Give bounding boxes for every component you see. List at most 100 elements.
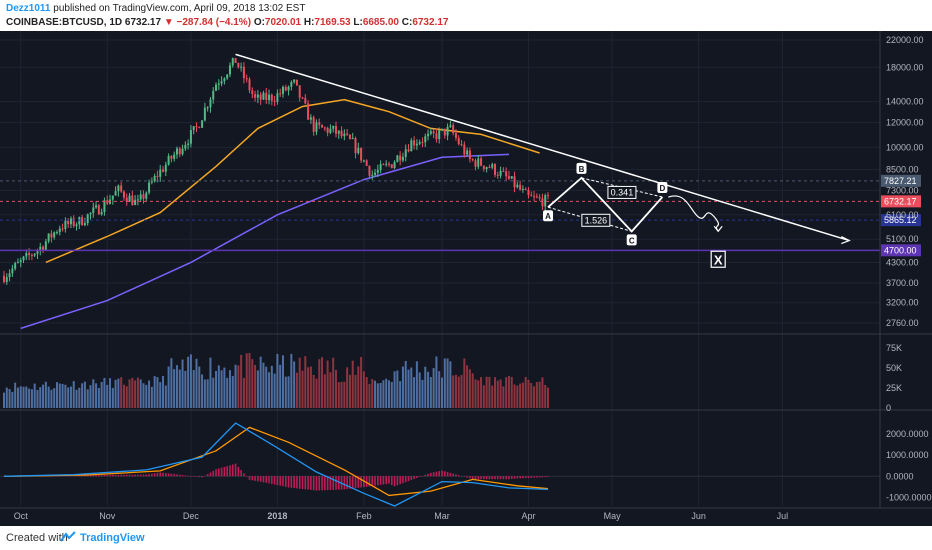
candle-body (256, 94, 259, 98)
macd-histogram-bar (218, 468, 220, 477)
volume-bar (276, 353, 279, 408)
candle-body (16, 262, 19, 264)
macd-histogram-bar (499, 476, 502, 480)
candle-body (346, 133, 349, 135)
macd-histogram-bar (424, 474, 427, 477)
macd-histogram-bar (519, 476, 521, 479)
macd-histogram-bar (131, 474, 134, 477)
volume-bar (321, 357, 324, 408)
candle-body (103, 200, 106, 212)
macd-histogram-bar (153, 473, 156, 477)
publish-line: Dezz1011 published on TradingView.com, A… (6, 3, 305, 14)
candle-body (209, 99, 212, 108)
volume-bar (438, 371, 441, 408)
candle-body (136, 199, 139, 201)
volume-bar (270, 365, 273, 408)
volume-bar (343, 381, 346, 408)
point-label-box (576, 162, 587, 174)
candle-body (50, 233, 53, 238)
macd-histogram-bar (162, 472, 164, 477)
volume-bar (505, 377, 508, 408)
candle-body (95, 205, 98, 208)
author-link[interactable]: Dezz1011 (6, 3, 51, 14)
candle-body (67, 220, 70, 225)
candle-body (312, 117, 315, 132)
volume-bar (435, 356, 438, 408)
candle-body (145, 192, 148, 199)
candle-body (78, 217, 81, 225)
time-tick-label: May (604, 511, 622, 521)
candle-body (457, 137, 460, 145)
candle-body (488, 167, 491, 169)
volume-bar (156, 377, 159, 408)
macd-histogram-bar (491, 476, 494, 480)
macd-histogram-bar (276, 476, 279, 486)
macd-histogram-bar (368, 476, 371, 487)
volume-bar (44, 381, 47, 408)
price-tick-label: 5100.00 (886, 234, 919, 244)
candle-body (251, 90, 254, 95)
candle-body (223, 78, 226, 82)
candle-body (44, 241, 47, 250)
candle-body (5, 277, 8, 283)
high-value: 7169.53 (314, 17, 351, 28)
macd-histogram-bar (466, 476, 468, 478)
volume-bar (22, 386, 25, 408)
macd-histogram-bar (483, 476, 485, 480)
candle-body (11, 268, 14, 274)
candle-body (122, 191, 125, 198)
candle-body (337, 130, 340, 134)
macd-histogram-bar (379, 476, 382, 485)
volume-bar (30, 389, 33, 408)
candle-body (407, 149, 410, 152)
candle-body (382, 164, 385, 166)
candle-body (72, 218, 75, 227)
open-value: 7020.01 (264, 17, 302, 28)
time-tick-label: Nov (99, 511, 116, 521)
macd-histogram-bar (530, 476, 533, 478)
macd-histogram-bar (469, 476, 471, 479)
candle-body (524, 188, 527, 190)
time-tick-label: Jun (691, 511, 706, 521)
volume-bar (441, 377, 443, 408)
volume-bar (150, 386, 153, 408)
candle-body (259, 94, 262, 100)
candle-body (393, 162, 396, 169)
candle-body (184, 144, 187, 149)
volume-bar (226, 377, 229, 408)
candle-body (301, 97, 304, 99)
macd-histogram-bar (112, 474, 114, 477)
volume-bar (254, 364, 257, 408)
macd-histogram-bar (312, 476, 315, 491)
macd-line (3, 422, 549, 507)
candle-body (217, 83, 220, 85)
candle-body (371, 174, 374, 176)
volume-bar (346, 367, 349, 408)
macd-tick-label: 0.0000 (886, 471, 914, 481)
macd-histogram-bar (248, 476, 251, 480)
candle-body (482, 165, 485, 169)
time-tick-label: 2018 (267, 511, 287, 521)
volume-bar (477, 380, 480, 408)
projection-path (668, 195, 720, 232)
candle-body (298, 85, 301, 98)
volume-bar (114, 379, 117, 408)
macd-histogram-bar (271, 476, 273, 484)
chart-area[interactable]: 7827.21 6732.17 5865.12 4700.00 A B C D 0.341 1.… (0, 31, 932, 526)
volume-bar (120, 377, 123, 408)
volume-bar (109, 378, 112, 408)
macd-histogram-bar (282, 476, 284, 487)
volume-bar (460, 374, 463, 408)
macd-histogram-bar (254, 476, 256, 481)
macd-histogram-bar (206, 474, 209, 477)
tradingview-link[interactable]: TradingView (80, 532, 145, 544)
axes: 22000.00 18000.00 14000.00 12000.00 10000.00… (0, 31, 932, 521)
volume-tick-label: 0 (886, 403, 891, 413)
candle-body (156, 175, 159, 177)
candle-body (360, 147, 363, 161)
volume-bar (429, 377, 432, 408)
volume-bar (466, 365, 469, 408)
volume-bar (242, 378, 245, 408)
candle-body (242, 66, 245, 79)
macd-histogram-bar (98, 474, 100, 477)
